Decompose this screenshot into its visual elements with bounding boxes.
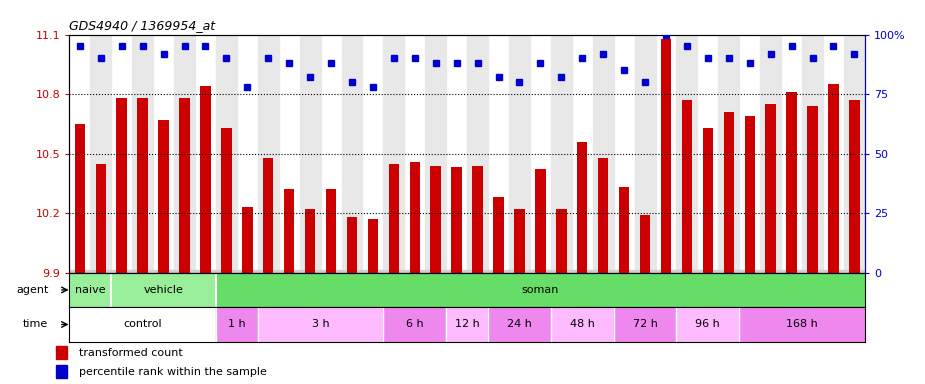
- Bar: [682, 100, 692, 273]
- Bar: [368, 219, 378, 273]
- Text: 6 h: 6 h: [406, 319, 424, 329]
- Text: vehicle: vehicle: [143, 285, 183, 295]
- Text: GDS4940 / 1369954_at: GDS4940 / 1369954_at: [69, 19, 216, 32]
- Bar: [551, 35, 572, 273]
- Bar: [766, 104, 776, 273]
- Text: agent: agent: [16, 285, 48, 295]
- Bar: [174, 35, 195, 273]
- Bar: [473, 166, 483, 273]
- Bar: [430, 166, 441, 273]
- Bar: [221, 128, 231, 273]
- Bar: [117, 98, 127, 273]
- Bar: [69, 307, 216, 342]
- Text: control: control: [123, 319, 162, 329]
- Bar: [760, 35, 781, 273]
- Bar: [556, 209, 566, 273]
- Bar: [383, 307, 446, 342]
- Bar: [263, 157, 274, 273]
- Bar: [179, 98, 190, 273]
- Bar: [660, 38, 672, 273]
- Bar: [383, 35, 404, 273]
- Text: soman: soman: [522, 285, 559, 295]
- Bar: [536, 169, 546, 273]
- Bar: [132, 35, 154, 273]
- Bar: [802, 35, 823, 273]
- Bar: [95, 164, 106, 273]
- Bar: [745, 116, 755, 273]
- Bar: [341, 35, 363, 273]
- Bar: [69, 273, 111, 307]
- Bar: [577, 142, 587, 273]
- Bar: [410, 162, 420, 273]
- Bar: [326, 189, 337, 273]
- Bar: [300, 35, 321, 273]
- Bar: [593, 35, 613, 273]
- Bar: [216, 35, 237, 273]
- Bar: [388, 164, 399, 273]
- Text: time: time: [23, 319, 48, 329]
- Bar: [216, 273, 865, 307]
- Bar: [514, 209, 524, 273]
- Bar: [640, 215, 650, 273]
- Bar: [844, 35, 865, 273]
- Bar: [91, 35, 111, 273]
- Text: 3 h: 3 h: [312, 319, 329, 329]
- Bar: [111, 273, 216, 307]
- Text: 72 h: 72 h: [633, 319, 658, 329]
- Bar: [446, 307, 488, 342]
- Text: 168 h: 168 h: [786, 319, 818, 329]
- Text: 96 h: 96 h: [696, 319, 721, 329]
- Text: percentile rank within the sample: percentile rank within the sample: [79, 367, 266, 377]
- Bar: [56, 365, 67, 378]
- Bar: [242, 207, 253, 273]
- Text: 24 h: 24 h: [507, 319, 532, 329]
- Text: naive: naive: [75, 285, 105, 295]
- Bar: [849, 100, 859, 273]
- Bar: [488, 307, 551, 342]
- Bar: [75, 124, 85, 273]
- Bar: [619, 187, 629, 273]
- Bar: [56, 346, 67, 359]
- Bar: [467, 35, 488, 273]
- Text: transformed count: transformed count: [79, 348, 182, 358]
- Bar: [284, 189, 294, 273]
- Bar: [258, 35, 278, 273]
- Bar: [138, 98, 148, 273]
- Bar: [613, 307, 676, 342]
- Bar: [216, 307, 258, 342]
- Bar: [347, 217, 357, 273]
- Bar: [786, 92, 796, 273]
- Bar: [676, 35, 697, 273]
- Bar: [635, 35, 656, 273]
- Bar: [808, 106, 818, 273]
- Bar: [200, 86, 211, 273]
- Bar: [258, 307, 383, 342]
- Bar: [828, 84, 839, 273]
- Bar: [719, 35, 739, 273]
- Text: 12 h: 12 h: [455, 319, 479, 329]
- Bar: [703, 128, 713, 273]
- Bar: [509, 35, 530, 273]
- Bar: [676, 307, 739, 342]
- Bar: [158, 120, 168, 273]
- Bar: [305, 209, 315, 273]
- Bar: [598, 157, 609, 273]
- Bar: [426, 35, 446, 273]
- Text: 48 h: 48 h: [570, 319, 595, 329]
- Bar: [451, 167, 462, 273]
- Bar: [493, 197, 504, 273]
- Bar: [551, 307, 613, 342]
- Bar: [739, 307, 865, 342]
- Text: 1 h: 1 h: [228, 319, 246, 329]
- Bar: [723, 112, 734, 273]
